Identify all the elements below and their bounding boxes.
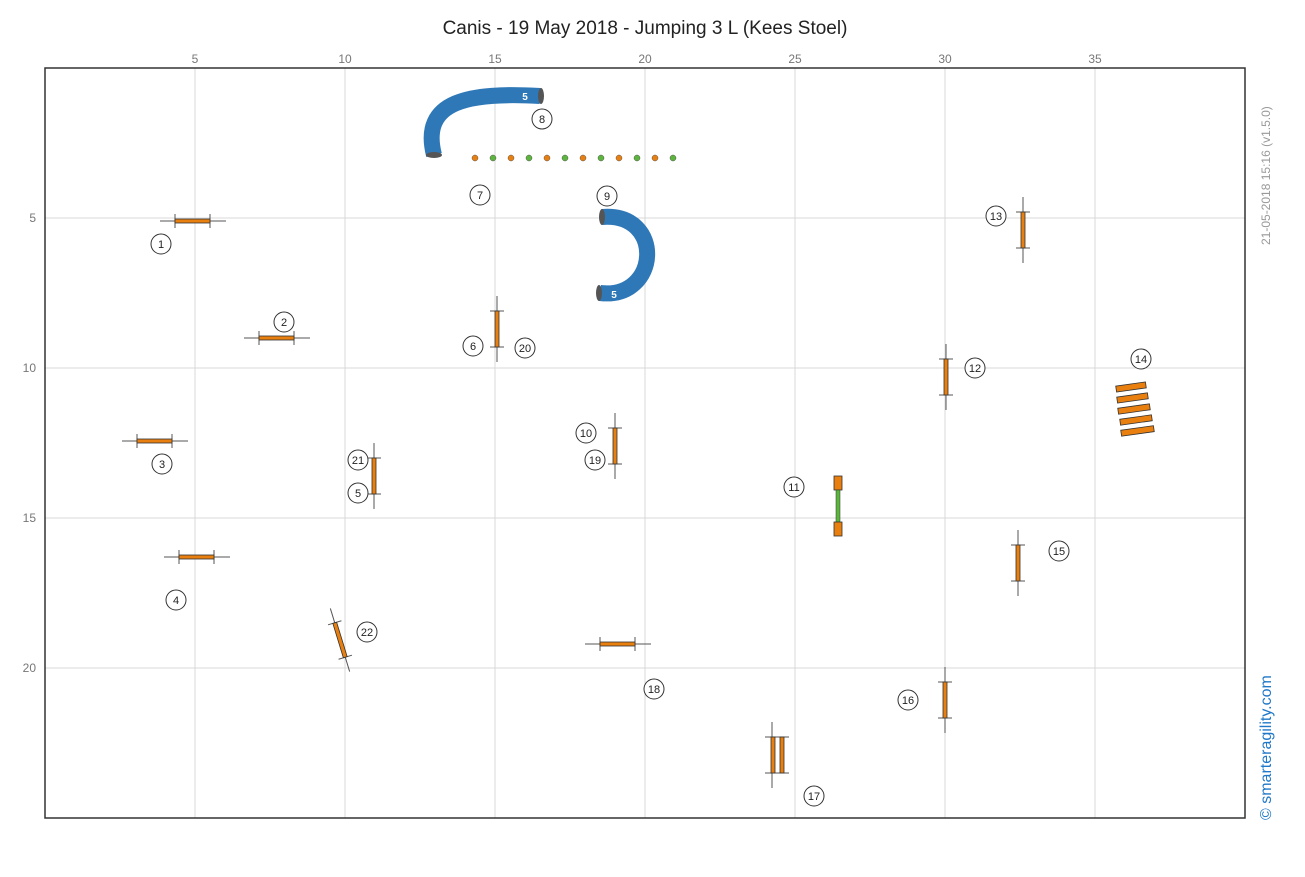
jump-4 — [164, 550, 230, 564]
long-jump-14 — [1115, 381, 1155, 437]
y-tick: 10 — [23, 361, 37, 375]
marker-10 — [575, 422, 597, 444]
x-tick: 25 — [788, 52, 802, 66]
jump-5-21 — [367, 443, 381, 509]
marker-3 — [151, 453, 173, 475]
x-tick: 20 — [638, 52, 652, 66]
marker-label: 1 — [158, 239, 164, 251]
marker-20 — [514, 337, 536, 359]
marker-16 — [897, 689, 919, 711]
marker-8 — [531, 108, 553, 130]
marker-label: 4 — [173, 595, 179, 607]
jump-15 — [1011, 530, 1025, 596]
jump-3 — [122, 434, 188, 448]
tunnel-length-label: 5 — [611, 290, 617, 301]
course-title: Canis - 19 May 2018 - Jumping 3 L (Kees … — [442, 18, 848, 39]
marker-14 — [1130, 348, 1152, 370]
marker-label: 18 — [648, 684, 660, 696]
x-tick: 30 — [938, 52, 952, 66]
jump-12 — [939, 344, 953, 410]
marker-label: 3 — [159, 459, 165, 471]
marker-18 — [643, 678, 665, 700]
x-tick: 5 — [192, 52, 199, 66]
jump-6-20 — [490, 296, 504, 362]
marker-17 — [803, 785, 825, 807]
marker-22 — [356, 621, 378, 643]
marker-label: 22 — [361, 627, 373, 639]
marker-label: 15 — [1053, 546, 1065, 558]
marker-label: 8 — [539, 114, 545, 126]
dotted-line — [471, 154, 677, 162]
marker-15 — [1048, 540, 1070, 562]
marker-9 — [596, 185, 618, 207]
tunnel-length-label: 5 — [522, 92, 528, 103]
marker-label: 10 — [580, 428, 592, 440]
marker-label: 13 — [990, 211, 1002, 223]
jump-16 — [938, 667, 952, 733]
tunnel-top: 5 — [423, 87, 544, 158]
marker-label: 14 — [1135, 354, 1147, 366]
marker-label: 5 — [355, 488, 361, 500]
marker-label: 20 — [519, 343, 531, 355]
grid — [45, 68, 1245, 818]
y-tick: 5 — [29, 211, 36, 225]
jump-17-double — [765, 722, 789, 788]
marker-label: 2 — [281, 317, 287, 329]
marker-label: 6 — [470, 341, 476, 353]
jump-22 — [327, 608, 353, 672]
marker-label: 11 — [788, 482, 799, 494]
x-tick: 15 — [488, 52, 502, 66]
marker-21 — [347, 449, 369, 471]
y-tick: 20 — [23, 661, 37, 675]
y-tick: 15 — [23, 511, 37, 525]
marker-11 — [783, 476, 805, 498]
marker-12 — [964, 357, 986, 379]
marker-13 — [985, 205, 1007, 227]
marker-label: 21 — [352, 455, 364, 467]
marker-label: 19 — [589, 455, 601, 467]
marker-label: 7 — [477, 190, 483, 202]
jump-2 — [244, 331, 310, 345]
jump-1 — [160, 214, 226, 228]
marker-label: 16 — [902, 695, 914, 707]
jump-13 — [1016, 197, 1030, 263]
marker-2 — [273, 311, 295, 333]
marker-label: 12 — [969, 363, 981, 375]
tunnel-middle: 5 — [596, 208, 656, 302]
marker-4 — [165, 589, 187, 611]
marker-1 — [150, 233, 172, 255]
x-tick: 10 — [338, 52, 352, 66]
marker-label: 9 — [604, 191, 610, 203]
marker-7 — [469, 184, 491, 206]
marker-label: 17 — [808, 791, 820, 803]
x-tick: 35 — [1088, 52, 1102, 66]
marker-6 — [462, 335, 484, 357]
ring-border — [44, 67, 1246, 819]
marker-19 — [584, 449, 606, 471]
jump-18 — [585, 637, 651, 651]
tyre-11 — [833, 475, 843, 537]
jump-10-19 — [608, 413, 622, 479]
marker-5 — [347, 482, 369, 504]
